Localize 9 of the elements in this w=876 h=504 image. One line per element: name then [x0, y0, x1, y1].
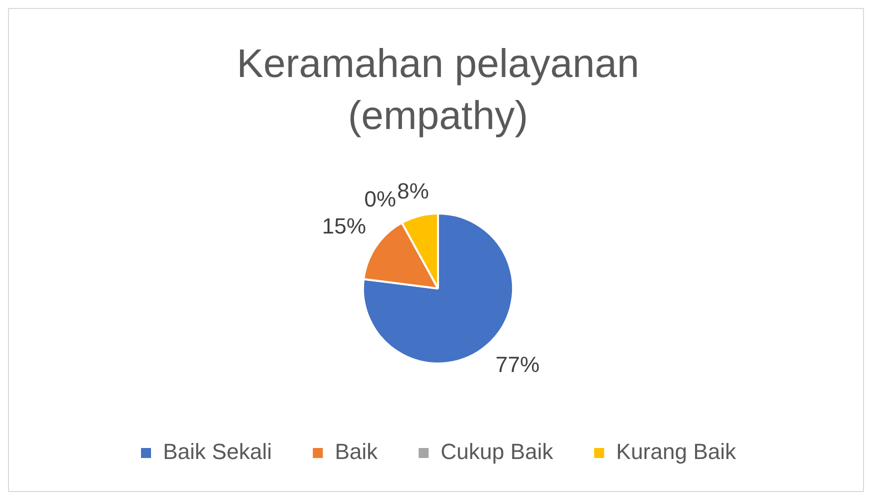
legend-label: Cukup Baik	[440, 439, 554, 464]
legend-label: Baik Sekali	[163, 439, 272, 464]
data-label: 77%	[496, 352, 540, 377]
legend-label: Kurang Baik	[616, 439, 737, 464]
data-label: 8%	[397, 178, 429, 204]
chart-title: Keramahan pelayanan (empathy)	[236, 41, 640, 140]
data-label: 15%	[322, 214, 366, 239]
text: 0%	[364, 186, 396, 212]
legend-label: Baik	[334, 439, 379, 464]
